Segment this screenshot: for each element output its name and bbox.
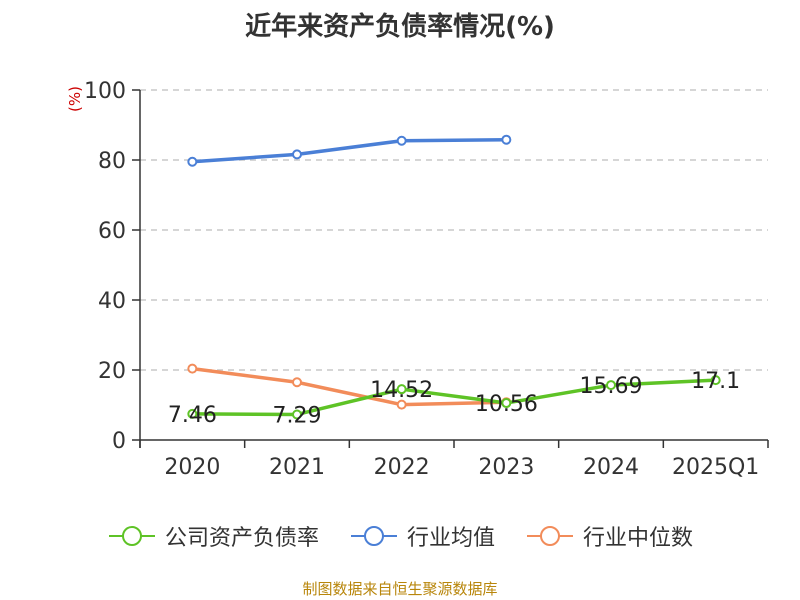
data-point xyxy=(396,384,407,395)
series-line xyxy=(192,137,507,164)
data-point xyxy=(396,135,407,146)
legend: 公司资产负债率 行业均值 行业中位数 xyxy=(0,520,800,552)
legend-item-industry-median[interactable]: 行业中位数 xyxy=(525,520,693,552)
data-point xyxy=(292,149,302,160)
x-tick-label: 2023 xyxy=(478,455,534,480)
data-point xyxy=(606,380,616,391)
x-tick-label: 2025Q1 xyxy=(672,455,759,480)
data-label: 14.52 xyxy=(370,378,433,403)
y-tick-label: 60 xyxy=(98,219,126,244)
data-label: 15.69 xyxy=(580,374,643,399)
data-point xyxy=(501,134,512,145)
data-label: 10.56 xyxy=(475,392,538,417)
x-tick-label: 2020 xyxy=(164,455,220,480)
data-point xyxy=(187,408,198,419)
data-label: 17.1 xyxy=(691,369,740,394)
x-tick-label: 2024 xyxy=(583,455,639,480)
legend-marker-company-icon xyxy=(108,526,155,546)
y-tick-label: 100 xyxy=(84,79,126,104)
legend-item-company[interactable]: 公司资产负债率 xyxy=(107,520,319,552)
chart-title: 近年来资产负债率情况(%) xyxy=(245,12,555,42)
data-point xyxy=(187,156,198,167)
legend-marker-industry-median-icon xyxy=(527,526,573,546)
data-source-note: 制图数据来自恒生聚源数据库 xyxy=(302,580,498,598)
data-point xyxy=(396,399,407,410)
legend-label-industry-median: 行业中位数 xyxy=(583,526,694,551)
series-line xyxy=(192,378,716,417)
data-point xyxy=(501,398,512,409)
data-point xyxy=(187,363,198,374)
legend-label-company: 公司资产负债率 xyxy=(164,526,319,551)
y-tick-label: 0 xyxy=(112,429,126,454)
data-label: 7.46 xyxy=(168,403,217,428)
data-label: 7.29 xyxy=(273,403,322,428)
data-point xyxy=(710,375,721,386)
legend-marker-industry-avg-icon xyxy=(350,526,397,546)
data-point xyxy=(292,409,302,420)
legend-item-industry-avg[interactable]: 行业均值 xyxy=(349,520,495,552)
series-line xyxy=(192,366,507,407)
x-tick-label: 2021 xyxy=(269,455,325,480)
data-point xyxy=(292,377,302,388)
x-tick-label: 2022 xyxy=(374,455,430,480)
y-tick-label: 40 xyxy=(98,289,126,314)
y-tick-label: 80 xyxy=(98,149,126,174)
legend-label-industry-avg: 行业均值 xyxy=(406,526,495,551)
y-tick-label: 20 xyxy=(98,359,126,384)
